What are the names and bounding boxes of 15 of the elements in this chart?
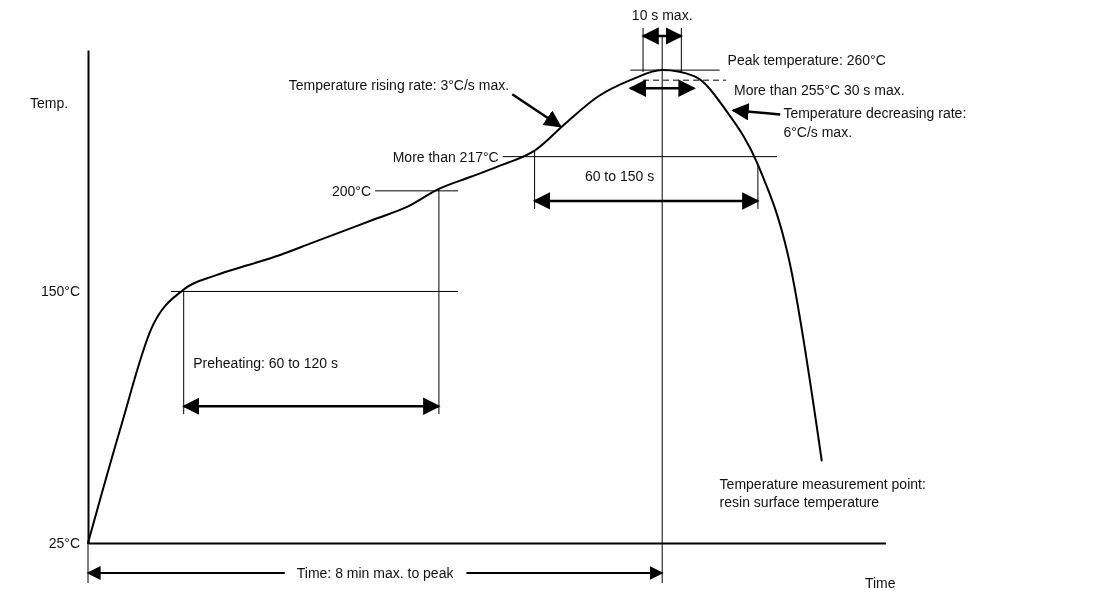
ref-line-label: Peak temperature: 260°C — [727, 52, 886, 69]
x-axis-title: Time — [864, 575, 896, 591]
y-tick-label: 25°C — [48, 534, 80, 551]
text: 10 s max. — [631, 7, 693, 23]
annotation: 60 to 150 s — [584, 167, 655, 184]
ref-line-label: More than 217°C — [392, 148, 499, 165]
y-tick-label: 150°C — [40, 283, 80, 300]
y-axis-title: Temp. — [30, 95, 69, 111]
annotation: Temperature rising rate: 3°C/s max. — [288, 77, 510, 94]
annotation: Preheating: 60 to 120 s — [193, 354, 339, 371]
ref-line-label: More than 255°C 30 s max. — [734, 82, 905, 99]
annotation: Temperature measurement point: resin surface temperature — [719, 475, 926, 510]
ref-line-label: 200°C — [332, 182, 372, 199]
text: Time: 8 min max. to peak — [296, 565, 455, 581]
annotation: Temperature decreasing rate: 6°C/s max. — [783, 105, 967, 140]
